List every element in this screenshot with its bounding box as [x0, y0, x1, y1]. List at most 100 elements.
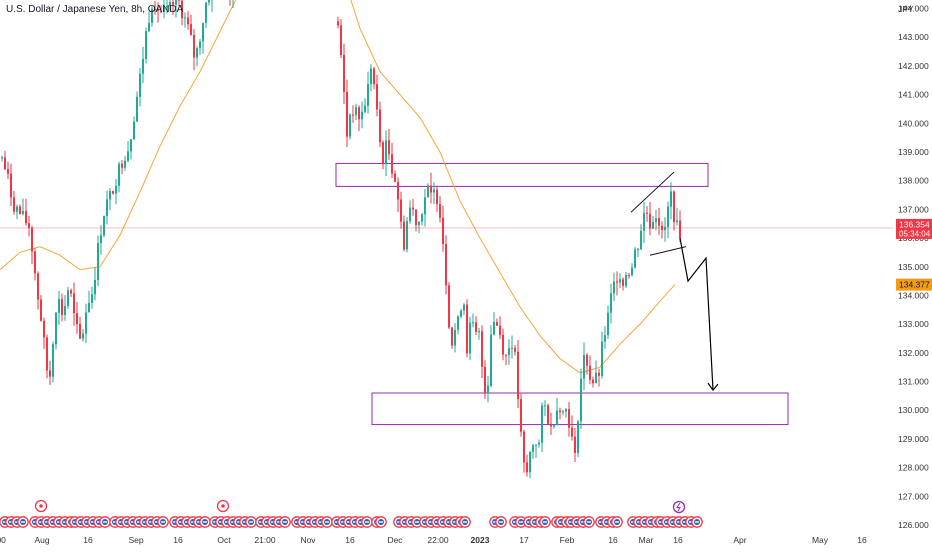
candle-body — [646, 213, 648, 214]
candle-body — [604, 335, 606, 341]
event-flag-icon[interactable] — [692, 517, 702, 527]
candle-body — [637, 249, 639, 250]
candle-body — [679, 220, 681, 238]
candle-body — [142, 59, 144, 74]
candle-body — [94, 280, 96, 294]
event-flag-stripe — [21, 521, 25, 522]
candle-countdown: 05:34:04 — [899, 229, 931, 238]
candle-body — [472, 322, 474, 323]
candle-body — [178, 0, 180, 1]
candle-body — [550, 424, 552, 427]
event-dividend-dot — [39, 504, 43, 508]
price-axis[interactable]: JPY144.000143.000142.000141.000140.00013… — [896, 4, 932, 531]
event-flag-icon[interactable] — [376, 517, 386, 527]
candle-body — [463, 305, 465, 311]
event-flag-icon[interactable] — [496, 517, 506, 527]
event-flag-icon[interactable] — [246, 517, 256, 527]
candle-body — [652, 222, 654, 229]
candle-body — [202, 23, 204, 42]
price-axis-tick: 144.000 — [898, 4, 929, 14]
candle-body — [565, 409, 567, 411]
candle-body — [601, 342, 603, 376]
candle-body — [466, 305, 468, 354]
candle-body — [622, 279, 624, 286]
candle-body — [73, 294, 75, 314]
candle-body — [385, 140, 387, 164]
candle-body — [523, 432, 525, 463]
candle-body — [664, 227, 666, 230]
price-axis-tick: 127.000 — [898, 491, 929, 501]
candle-body — [628, 275, 630, 276]
candle-body — [586, 355, 588, 366]
event-flag-icon[interactable] — [460, 517, 470, 527]
candle-body — [634, 249, 636, 267]
candle-body — [145, 31, 147, 59]
event-flag-icon[interactable] — [280, 517, 290, 527]
candle-body — [88, 303, 90, 312]
candle-body — [439, 204, 441, 218]
last-price-value: 136.354 — [899, 219, 930, 229]
event-flag-icon[interactable] — [540, 517, 550, 527]
candle-body — [598, 373, 600, 376]
moving-average-value: 134.377 — [899, 280, 930, 290]
candle-body — [343, 55, 345, 92]
candle-body — [37, 273, 39, 299]
event-flag-icon[interactable] — [362, 517, 372, 527]
time-axis-tick: 16 — [857, 535, 867, 545]
candle-body — [670, 191, 672, 206]
event-flag-stripe — [325, 521, 329, 522]
candle-body — [460, 311, 462, 317]
candle-body — [67, 290, 69, 306]
event-split-icon[interactable] — [674, 502, 685, 513]
candle-body — [442, 218, 444, 244]
event-markers[interactable] — [0, 501, 702, 528]
event-flag-icon[interactable] — [200, 517, 210, 527]
candle-body — [397, 182, 399, 200]
event-flag-icon[interactable] — [584, 517, 594, 527]
event-flag-icon[interactable] — [322, 517, 332, 527]
candle-body — [475, 322, 477, 332]
candle-body — [25, 211, 27, 223]
candle-body — [541, 405, 543, 442]
candle-body — [112, 191, 114, 193]
candle-body — [190, 24, 192, 35]
time-axis-tick: Feb — [560, 535, 575, 545]
candle-body — [514, 348, 516, 352]
candle-body — [184, 18, 186, 19]
candle-body — [31, 228, 33, 252]
time-axis-tick: Mar — [639, 535, 654, 545]
candle-body — [484, 367, 486, 394]
candle-body — [493, 322, 495, 335]
event-dividend-icon[interactable] — [218, 501, 229, 512]
candle-body — [199, 41, 201, 48]
candle-body — [433, 190, 435, 193]
candle-body — [577, 421, 579, 452]
time-axis-tick: Aug — [34, 535, 49, 545]
event-flag-stripe — [379, 521, 383, 522]
candle-body — [526, 462, 528, 472]
candle-body — [361, 112, 363, 119]
candle-body — [379, 110, 381, 143]
event-flag-icon[interactable] — [18, 517, 28, 527]
event-flag-icon[interactable] — [100, 517, 110, 527]
event-flag-icon[interactable] — [612, 517, 622, 527]
candle-body — [346, 92, 348, 137]
candle-body — [28, 223, 30, 228]
candle-body — [70, 290, 72, 293]
candle-body — [469, 323, 471, 354]
candle-body — [394, 174, 396, 182]
candle-body — [406, 221, 408, 249]
candle-body — [391, 154, 393, 173]
candle-body — [457, 316, 459, 330]
candle-body — [427, 186, 429, 198]
time-axis[interactable]: :00Aug16Sep16Oct21:00Nov16Dec22:00202317… — [0, 535, 867, 545]
candle-body — [109, 191, 111, 199]
event-flag-icon[interactable] — [158, 517, 168, 527]
event-dividend-icon[interactable] — [36, 501, 47, 512]
candle-body — [502, 335, 504, 355]
candle-body — [544, 405, 546, 406]
candle-body — [388, 140, 390, 154]
candle-body — [616, 282, 618, 283]
